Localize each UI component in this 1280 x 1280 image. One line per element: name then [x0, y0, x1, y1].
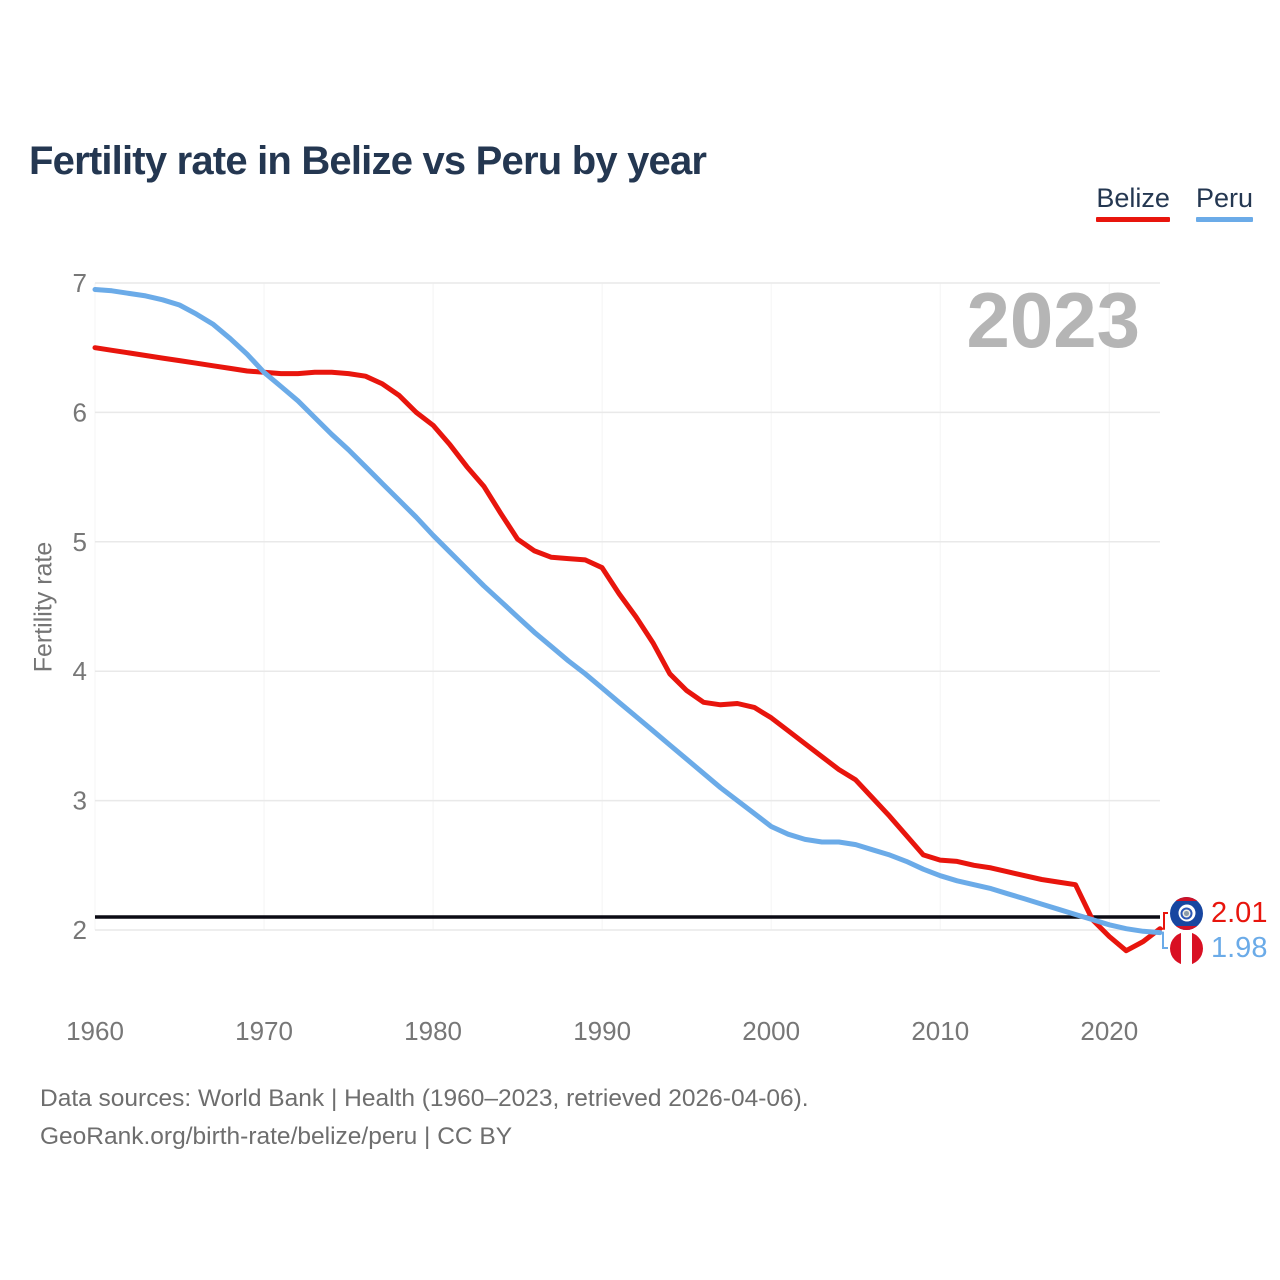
footer-sources-line: Data sources: World Bank | Health (1960–…	[40, 1085, 809, 1112]
footer-attribution-line: GeoRank.org/birth-rate/belize/peru | CC …	[40, 1123, 513, 1150]
belize-flag-icon	[1170, 896, 1203, 930]
year-watermark: 2023	[966, 276, 1140, 364]
end-label-belize: 2.01	[1170, 896, 1267, 930]
gridlines-group	[94, 282, 1160, 931]
legend-item-peru[interactable]: Peru	[1195, 183, 1253, 222]
legend-underline-peru	[1195, 217, 1253, 222]
connector-group	[1160, 912, 1168, 949]
y-tick-2: 2	[73, 915, 87, 945]
legend-label-belize: Belize	[1096, 183, 1170, 213]
x-tick-2020: 2020	[1080, 1016, 1138, 1046]
legend-item-belize[interactable]: Belize	[1096, 183, 1170, 222]
legend-underline-belize	[1096, 217, 1170, 222]
y-tick-4: 4	[73, 656, 87, 686]
x-tick-2010: 2010	[911, 1016, 969, 1046]
end-label-peru: 1.98	[1170, 931, 1267, 965]
peru-flag-icon	[1170, 931, 1203, 965]
x-tick-1980: 1980	[404, 1016, 462, 1046]
y-tick-6: 6	[73, 397, 87, 427]
series-line-peru[interactable]	[92, 287, 1163, 936]
peru-label-connector	[1160, 931, 1168, 949]
series-group	[92, 287, 1163, 954]
legend: Belize Peru	[1096, 183, 1253, 222]
ticks-group: 2 3 4 5 6 7 1960 1970 1980 1990 2000 2010 2020	[66, 268, 1138, 1046]
peru-end-value: 1.98	[1211, 931, 1268, 964]
x-tick-2000: 2000	[742, 1016, 800, 1046]
x-tick-1990: 1990	[573, 1016, 631, 1046]
legend-label-peru: Peru	[1195, 183, 1253, 213]
y-tick-3: 3	[73, 786, 87, 816]
y-tick-7: 7	[73, 268, 87, 298]
series-line-belize[interactable]	[92, 345, 1163, 954]
x-tick-1960: 1960	[66, 1016, 124, 1046]
belize-end-value: 2.01	[1211, 896, 1268, 929]
footer: Data sources: World Bank | Health (1960–…	[40, 1080, 809, 1156]
y-tick-5: 5	[73, 527, 87, 557]
x-tick-1970: 1970	[235, 1016, 293, 1046]
y-axis-title: Fertility rate	[29, 541, 58, 673]
belize-label-connector	[1160, 912, 1168, 930]
page-title: Fertility rate in Belize vs Peru by year	[29, 138, 707, 183]
